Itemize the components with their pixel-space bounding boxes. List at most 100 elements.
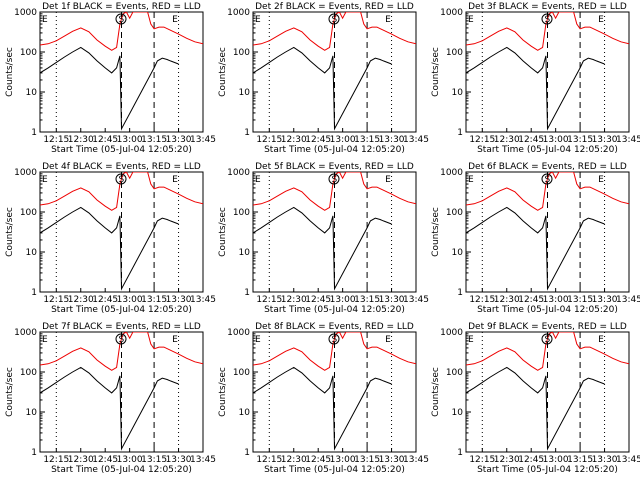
x-axis-label: Start Time (05-Jul-04 12:05:20)	[264, 465, 405, 475]
y-tick-label: 100	[233, 48, 250, 58]
x-tick-label: 12:30	[68, 295, 94, 305]
marker-s: S	[545, 335, 551, 345]
x-axis-label: Start Time (05-Jul-04 12:05:20)	[264, 145, 405, 155]
marker-s-circle	[115, 333, 127, 345]
series-group	[40, 12, 203, 131]
marker-e: E	[385, 175, 391, 185]
x-tick-label: 13:30	[379, 295, 405, 305]
panel-title: Det 3f BLACK = Events, RED = LLD	[468, 2, 627, 12]
x-tick-label: 13:45	[403, 295, 429, 305]
panel-7: Det 7f BLACK = Events, RED = LLD 1 10 100 10…	[5, 322, 216, 475]
panel-3: Det 3f BLACK = Events, RED = LLD 1 10 100 10…	[431, 2, 640, 155]
x-tick-label: 13:00	[117, 455, 143, 465]
y-tick-label: 1000	[440, 168, 463, 178]
x-tick-label: 13:45	[190, 135, 216, 145]
events-series-line	[466, 46, 605, 131]
y-tick-label: 1	[457, 448, 463, 458]
y-tick-label: 10	[452, 88, 464, 98]
panel-5: Det 5f BLACK = Events, RED = LLD 1 10 100 10…	[218, 162, 429, 315]
x-tick-label: 12:30	[494, 455, 520, 465]
marker-e-left: E	[255, 15, 261, 25]
panel-2: Det 2f BLACK = Events, RED = LLD 1 10 100 10…	[218, 2, 429, 155]
marker-e: E	[385, 15, 391, 25]
panel-title: Det 9f BLACK = Events, RED = LLD	[468, 322, 627, 332]
x-tick-label: 12:30	[494, 135, 520, 145]
marker-s: S	[119, 335, 125, 345]
marker-e-left: E	[42, 175, 48, 185]
panel-title: Det 8f BLACK = Events, RED = LLD	[255, 322, 414, 332]
x-tick-label: 13:45	[616, 135, 640, 145]
marker-s-circle	[328, 333, 340, 345]
y-tick-label: 100	[20, 48, 37, 58]
marker-s-circle	[328, 173, 340, 185]
x-axis-label: Start Time (05-Jul-04 12:05:20)	[51, 465, 192, 475]
panel-title: Det 6f BLACK = Events, RED = LLD	[468, 162, 627, 172]
lld-series-line	[253, 332, 416, 371]
marker-e: E	[598, 335, 604, 345]
x-axis-label: Start Time (05-Jul-04 12:05:20)	[264, 305, 405, 315]
x-tick-label: 13:15	[567, 295, 593, 305]
x-tick-label: 12:15	[469, 295, 495, 305]
y-tick-label: 1	[31, 128, 37, 138]
x-tick-label: 13:15	[141, 455, 167, 465]
panel-title: Det 7f BLACK = Events, RED = LLD	[42, 322, 201, 332]
panel-title: Det 4f BLACK = Events, RED = LLD	[42, 162, 201, 172]
events-series-line	[253, 366, 392, 451]
y-tick-label: 1	[244, 448, 250, 458]
series-group	[466, 332, 629, 451]
y-tick-label: 10	[26, 88, 38, 98]
x-tick-label: 13:45	[616, 295, 640, 305]
x-tick-label: 13:45	[403, 455, 429, 465]
x-tick-label: 12:30	[281, 135, 307, 145]
panel-6: Det 6f BLACK = Events, RED = LLD 1 10 100 10…	[431, 162, 640, 315]
marker-e: E	[172, 335, 178, 345]
y-axis-label: Counts/sec	[431, 47, 441, 97]
y-tick-label: 100	[20, 208, 37, 218]
lld-series-line	[466, 332, 629, 371]
marker-s: S	[332, 175, 338, 185]
x-tick-label: 12:45	[92, 135, 118, 145]
x-tick-label: 13:45	[190, 455, 216, 465]
y-axis-label: Counts/sec	[431, 367, 441, 417]
series-group	[253, 172, 416, 291]
x-tick-label: 12:30	[68, 455, 94, 465]
events-series-line	[253, 46, 392, 131]
panel-title: Det 2f BLACK = Events, RED = LLD	[255, 2, 414, 12]
y-tick-label: 100	[446, 368, 463, 378]
y-tick-label: 100	[20, 368, 37, 378]
y-tick-label: 10	[452, 408, 464, 418]
x-tick-label: 12:45	[518, 295, 544, 305]
x-tick-label: 12:15	[469, 455, 495, 465]
marker-e-left: E	[468, 335, 474, 345]
panel-title: Det 1f BLACK = Events, RED = LLD	[42, 2, 201, 12]
marker-s-circle	[115, 173, 127, 185]
lld-series-line	[40, 332, 203, 371]
x-tick-label: 13:15	[141, 295, 167, 305]
x-tick-label: 12:45	[305, 295, 331, 305]
y-axis-label: Counts/sec	[431, 207, 441, 257]
y-tick-label: 1000	[14, 168, 37, 178]
y-tick-label: 1	[244, 288, 250, 298]
y-tick-label: 1	[31, 288, 37, 298]
x-tick-label: 12:30	[281, 295, 307, 305]
events-series-line	[253, 206, 392, 291]
series-group	[40, 172, 203, 291]
series-group	[466, 12, 629, 131]
lld-series-line	[466, 12, 629, 51]
x-axis-label: Start Time (05-Jul-04 12:05:20)	[477, 305, 618, 315]
x-tick-label: 12:45	[305, 455, 331, 465]
x-tick-label: 12:15	[469, 135, 495, 145]
y-tick-label: 1	[31, 448, 37, 458]
x-tick-label: 13:00	[330, 135, 356, 145]
x-tick-label: 13:00	[543, 295, 569, 305]
marker-s: S	[545, 175, 551, 185]
y-tick-label: 10	[26, 408, 38, 418]
x-tick-label: 13:30	[379, 135, 405, 145]
events-series-line	[40, 366, 179, 451]
y-tick-label: 100	[233, 208, 250, 218]
y-tick-label: 10	[239, 88, 251, 98]
marker-s-circle	[328, 13, 340, 25]
y-tick-label: 10	[452, 248, 464, 258]
